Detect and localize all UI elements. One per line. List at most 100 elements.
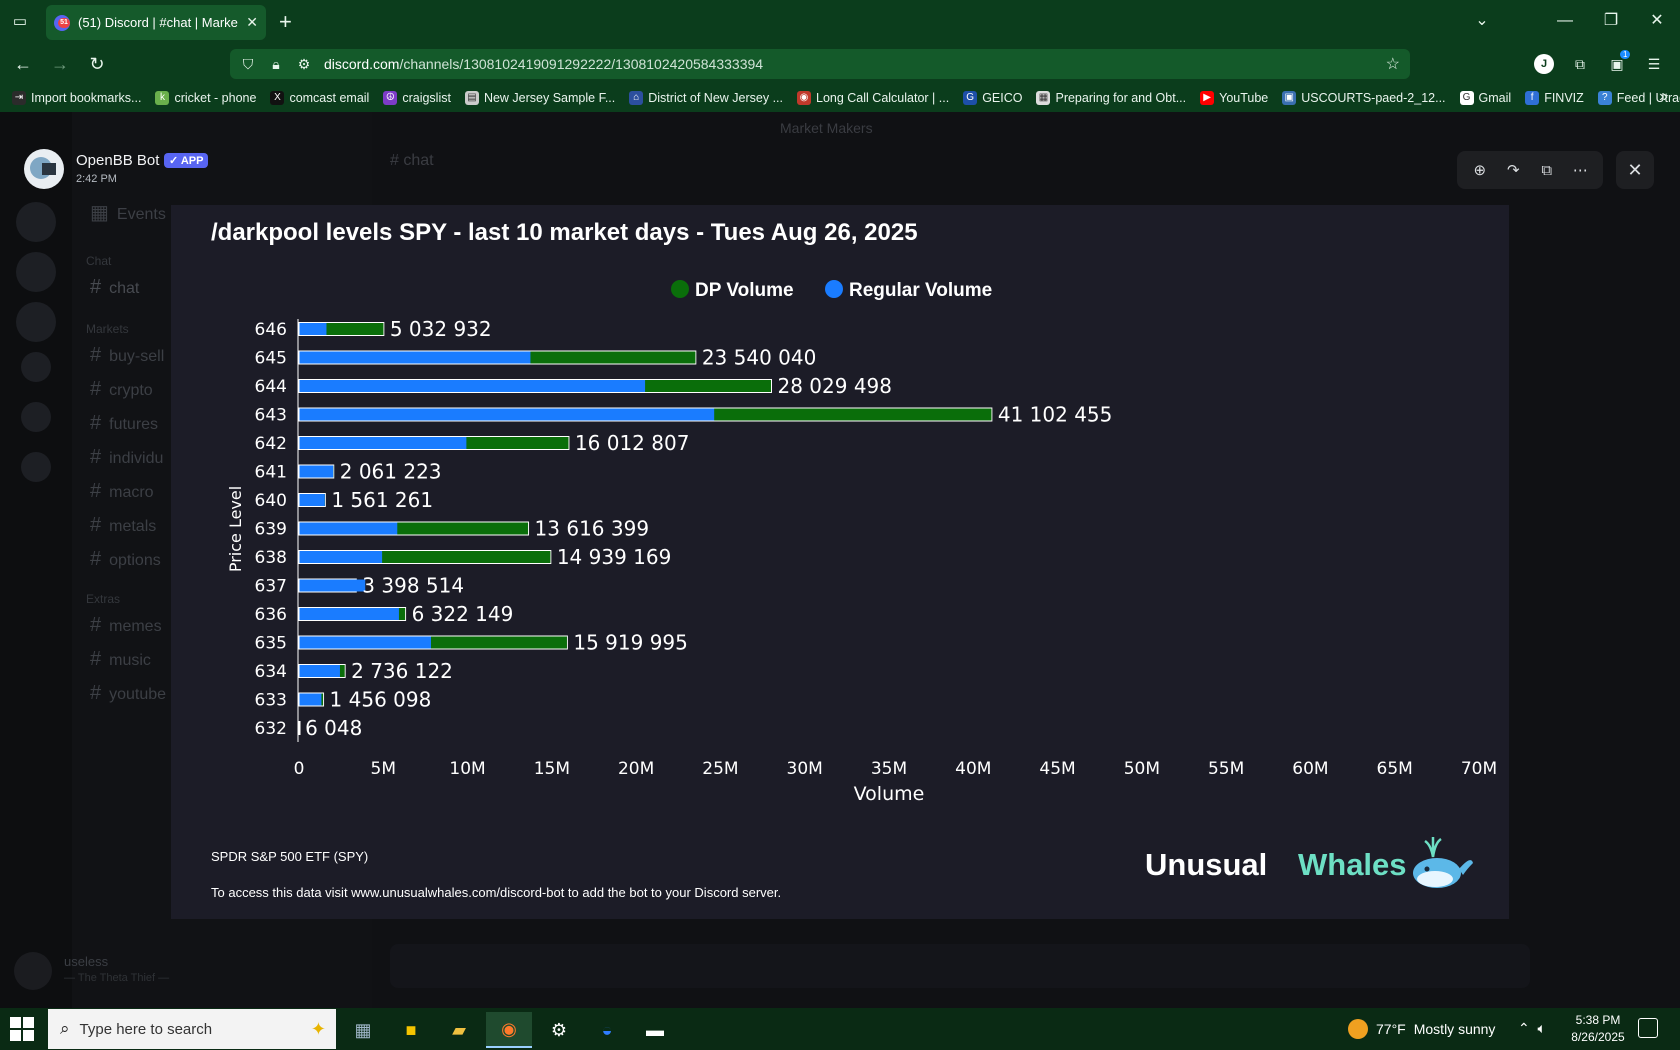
- minimize-button[interactable]: —: [1557, 12, 1573, 29]
- calculator-app-icon[interactable]: ▦: [354, 1019, 372, 1040]
- forward-button[interactable]: →: [51, 54, 69, 74]
- bookmark-item[interactable]: ◉ Long Call Calculator | ...: [797, 91, 949, 105]
- start-windows-icon[interactable]: [10, 1017, 34, 1041]
- discover-icon[interactable]: [21, 402, 51, 432]
- url-bar[interactable]: ⛉ 🔒︎ ⚙ discord.com/channels/130810241909…: [230, 49, 1410, 79]
- username: useless: [64, 954, 109, 969]
- bookmark-item[interactable]: G Gmail: [1459, 91, 1511, 105]
- taskbar-clock[interactable]: 5:38 PM 8/26/2025: [1570, 1012, 1626, 1046]
- reload-button[interactable]: ↻: [89, 54, 105, 74]
- sticky-notes-app-icon[interactable]: ■: [405, 1019, 417, 1040]
- bookmark-item[interactable]: ▤ New Jersey Sample F...: [464, 91, 615, 105]
- channel-item[interactable]: # youtube: [90, 682, 167, 704]
- new-tab-button[interactable]: +: [279, 9, 292, 34]
- close-window-button[interactable]: ✕: [1650, 12, 1664, 29]
- restore-button[interactable]: ❐: [1603, 12, 1619, 29]
- bookmark-label: Preparing for and Obt...: [1055, 91, 1187, 105]
- server-icon[interactable]: [16, 302, 56, 342]
- browser-tab-discord[interactable]: (51) Discord | #chat | Market Ma ✕: [46, 5, 266, 40]
- forward-icon[interactable]: ↷: [1506, 162, 1520, 179]
- channel-item[interactable]: ▦ Events: [90, 202, 166, 224]
- bookmark-item[interactable]: ▶ YouTube: [1200, 91, 1268, 105]
- app-badge: ✓ APP: [164, 153, 209, 168]
- notification-center-icon[interactable]: [1638, 1018, 1658, 1038]
- server-icon[interactable]: [16, 252, 56, 292]
- x-tick-label: 45M: [1039, 759, 1075, 779]
- category-markets[interactable]: Markets: [86, 322, 129, 336]
- channel-item[interactable]: # options: [90, 548, 161, 570]
- category-extras[interactable]: Extras: [86, 592, 121, 606]
- file-explorer-app-icon[interactable]: ▰: [452, 1019, 466, 1040]
- dp-value-label: 28 029 498: [777, 374, 892, 398]
- bookmark-item[interactable]: ? Feed | Utradea: [1597, 91, 1680, 105]
- user-panel[interactable]: useless — The Theta Thief —: [14, 952, 354, 992]
- channel-item[interactable]: # metals: [90, 514, 157, 536]
- bookmark-item[interactable]: ▣ USCOURTS-paed-2_12...: [1282, 91, 1446, 105]
- bookmark-label: comcast email: [289, 91, 370, 105]
- menu-hamburger-icon[interactable]: ☰: [1647, 56, 1661, 72]
- bookmark-star-icon[interactable]: ☆: [1385, 56, 1400, 73]
- channel-item[interactable]: # individu: [90, 446, 164, 468]
- weather-widget[interactable]: 77°F Mostly sunny: [1348, 1008, 1495, 1050]
- bookmark-favicon-icon: k: [155, 91, 170, 105]
- firefox-app-icon[interactable]: ◉: [486, 1012, 532, 1048]
- back-button[interactable]: ←: [14, 54, 32, 74]
- more-options-icon[interactable]: ⋯: [1572, 162, 1588, 179]
- channel-item[interactable]: # crypto: [90, 378, 153, 400]
- add-server-icon[interactable]: [21, 352, 51, 382]
- category-chat[interactable]: Chat: [86, 254, 112, 268]
- avatar[interactable]: [14, 952, 52, 990]
- legend-dp-marker: [671, 280, 689, 298]
- taskbar-search-box[interactable]: ⌕ Type here to search ✦: [48, 1009, 336, 1049]
- bookmark-item[interactable]: ⇥ Import bookmarks...: [12, 91, 141, 105]
- bookmark-item[interactable]: k cricket - phone: [155, 91, 256, 105]
- bookmark-item[interactable]: ▦ Preparing for and Obt...: [1036, 91, 1186, 105]
- bookmark-label: FINVIZ: [1544, 91, 1584, 105]
- tradingview-app-icon[interactable]: ▬: [646, 1019, 664, 1040]
- channel-item[interactable]: # buy-sell: [90, 344, 165, 366]
- open-in-browser-icon[interactable]: ⧉: [1541, 161, 1553, 179]
- y-tick-label: 640: [255, 491, 287, 511]
- settings-app-icon[interactable]: ⚙: [550, 1019, 568, 1040]
- close-viewer-button[interactable]: ✕: [1616, 151, 1654, 189]
- url-text[interactable]: discord.com/channels/1308102419091292222…: [324, 56, 764, 72]
- zoom-icon[interactable]: ⊕: [1473, 162, 1487, 179]
- channel-item[interactable]: # memes: [90, 614, 162, 636]
- bot-name[interactable]: OpenBB Bot: [76, 152, 160, 169]
- bookmark-item[interactable]: f FINVIZ: [1525, 91, 1584, 105]
- bot-avatar[interactable]: [24, 149, 64, 189]
- y-tick-label: 635: [255, 634, 287, 654]
- bookmark-favicon-icon: ⌂: [629, 91, 644, 105]
- profile-extension-icon[interactable]: J: [1534, 54, 1554, 74]
- y-tick-label: 636: [255, 605, 287, 625]
- bookmarks-overflow-icon[interactable]: »: [1659, 88, 1668, 105]
- tab-overflow-chevron-icon[interactable]: ⌄: [1475, 12, 1489, 29]
- bookmark-item[interactable]: ⌂ District of New Jersey ...: [629, 91, 783, 105]
- clock-time: 5:38 PM: [1575, 1013, 1621, 1027]
- message-input[interactable]: [390, 944, 1530, 988]
- bookmark-favicon-icon: ☮: [383, 91, 398, 105]
- y-tick-label: 645: [255, 349, 287, 369]
- regular-volume-bar: [299, 636, 431, 649]
- x-tick-label: 40M: [955, 759, 991, 779]
- dp-value-label: 16 012 807: [575, 431, 690, 455]
- server-icon[interactable]: [16, 202, 56, 242]
- lock-icon[interactable]: 🔒︎: [272, 55, 280, 72]
- extensions-puzzle-icon[interactable]: ⧉: [1575, 56, 1585, 72]
- y-tick-label: 642: [255, 434, 287, 454]
- close-tab-icon[interactable]: ✕: [246, 14, 258, 30]
- channel-item[interactable]: # chat: [90, 276, 140, 298]
- channel-item[interactable]: # futures: [90, 412, 159, 434]
- site-permissions-icon[interactable]: ⚙: [297, 55, 311, 72]
- shield-icon[interactable]: ⛉: [242, 55, 254, 72]
- tab-list-icon[interactable]: ▭: [12, 13, 28, 30]
- app-icon[interactable]: ◒: [601, 1019, 613, 1040]
- bookmark-item[interactable]: ☮ craigslist: [383, 91, 451, 105]
- system-tray-icons[interactable]: ⌃ 🔈︎: [1518, 1020, 1546, 1036]
- channel-item[interactable]: # macro: [90, 480, 154, 502]
- extension-icon[interactable]: ▣: [1610, 56, 1624, 72]
- bookmark-item[interactable]: G GEICO: [963, 91, 1022, 105]
- download-icon[interactable]: [21, 452, 51, 482]
- channel-item[interactable]: # music: [90, 648, 151, 670]
